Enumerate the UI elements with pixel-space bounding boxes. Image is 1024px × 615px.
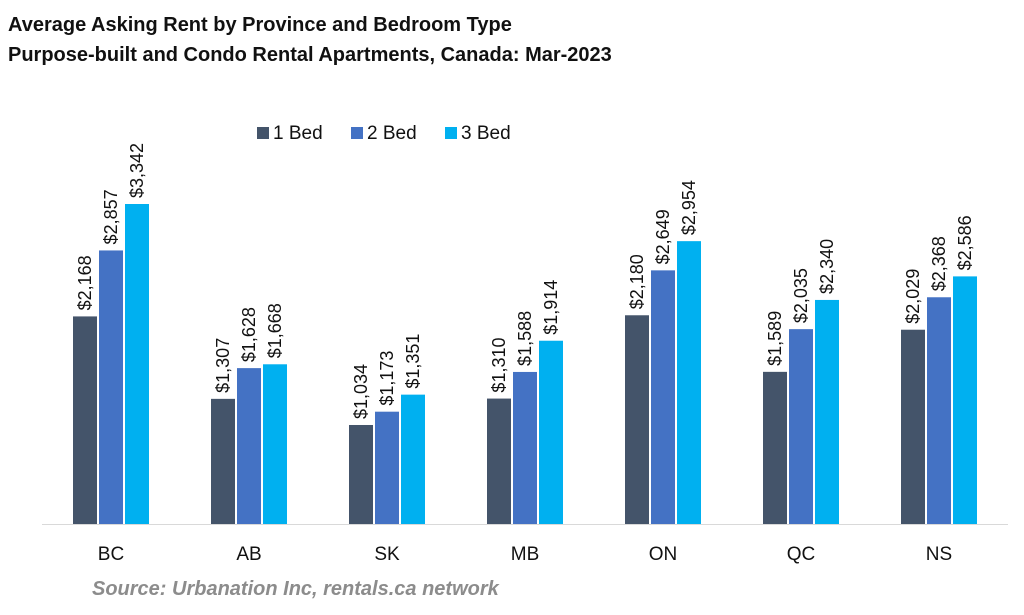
data-label: $2,368 bbox=[929, 236, 949, 291]
legend-label: 3 Bed bbox=[461, 123, 511, 144]
data-label: $2,168 bbox=[75, 255, 95, 310]
bar-qc-1-bed bbox=[763, 371, 787, 524]
bar-ab-3-bed bbox=[263, 364, 287, 524]
x-tick-label: MB bbox=[511, 544, 540, 565]
x-tick-label: BC bbox=[98, 544, 124, 565]
data-label: $2,649 bbox=[653, 209, 673, 264]
source-note: Source: Urbanation Inc, rentals.ca netwo… bbox=[92, 578, 499, 600]
data-label: $2,954 bbox=[679, 180, 699, 235]
chart-title-line-1: Average Asking Rent by Province and Bedr… bbox=[8, 14, 512, 36]
data-label: $1,307 bbox=[213, 338, 233, 393]
bar-chart: $2,168 $2,857 $3,342 BC $1,307 $1,628 $1,668 AB… bbox=[42, 123, 1008, 565]
bar-bc-2-bed bbox=[99, 250, 123, 524]
bar-mb-2-bed bbox=[513, 371, 537, 524]
bar-qc-3-bed bbox=[815, 299, 839, 524]
data-label: $1,589 bbox=[765, 311, 785, 366]
legend-swatch bbox=[445, 127, 457, 139]
data-label: $1,173 bbox=[377, 351, 397, 406]
bar-ns-2-bed bbox=[927, 297, 951, 524]
x-tick-label: SK bbox=[374, 544, 400, 565]
legend-label: 1 Bed bbox=[273, 123, 323, 144]
bar-mb-3-bed bbox=[539, 340, 563, 524]
chart-title: Average Asking Rent by Province and Bedr… bbox=[8, 10, 612, 70]
bar-bc-1-bed bbox=[73, 316, 97, 524]
data-label: $2,586 bbox=[955, 215, 975, 270]
legend-swatch bbox=[257, 127, 269, 139]
data-label: $1,034 bbox=[351, 364, 371, 419]
x-tick-label: AB bbox=[236, 544, 261, 565]
data-label: $2,035 bbox=[791, 268, 811, 323]
bar-bc-3-bed bbox=[125, 204, 149, 524]
data-label: $1,310 bbox=[489, 338, 509, 393]
bar-ab-2-bed bbox=[237, 368, 261, 524]
bar-on-1-bed bbox=[625, 315, 649, 524]
data-label: $1,351 bbox=[403, 334, 423, 389]
data-label: $3,342 bbox=[127, 143, 147, 198]
bar-sk-3-bed bbox=[401, 394, 425, 524]
data-label: $2,180 bbox=[627, 254, 647, 309]
legend-label: 2 Bed bbox=[367, 123, 417, 144]
bar-ab-1-bed bbox=[211, 398, 235, 524]
bar-ns-1-bed bbox=[901, 329, 925, 524]
data-label: $1,628 bbox=[239, 307, 259, 362]
bar-mb-1-bed bbox=[487, 398, 511, 524]
data-label: $2,029 bbox=[903, 269, 923, 324]
chart-title-line-2: Purpose-built and Condo Rental Apartment… bbox=[8, 44, 612, 66]
bar-ns-3-bed bbox=[953, 276, 977, 524]
legend-swatch bbox=[351, 127, 363, 139]
data-label: $2,340 bbox=[817, 239, 837, 294]
x-tick-label: ON bbox=[649, 544, 678, 565]
x-tick-label: QC bbox=[787, 544, 816, 565]
bar-sk-2-bed bbox=[375, 411, 399, 524]
data-label: $1,588 bbox=[515, 311, 535, 366]
bar-qc-2-bed bbox=[789, 329, 813, 524]
bar-on-2-bed bbox=[651, 270, 675, 524]
x-tick-label: NS bbox=[926, 544, 952, 565]
data-label: $1,914 bbox=[541, 280, 561, 335]
data-label: $1,668 bbox=[265, 303, 285, 358]
bar-on-3-bed bbox=[677, 241, 701, 524]
data-label: $2,857 bbox=[101, 189, 121, 244]
bar-sk-1-bed bbox=[349, 424, 373, 524]
